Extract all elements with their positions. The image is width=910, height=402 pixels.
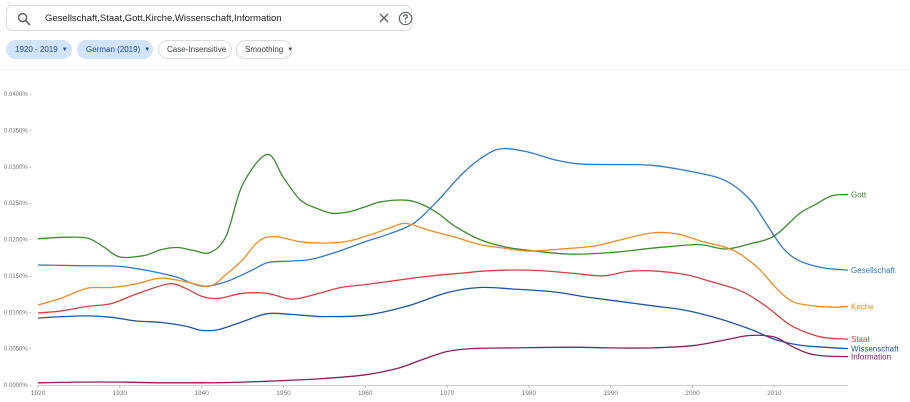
y-tick-label: 0.0050% -: [4, 347, 31, 353]
case-insensitive-label: Case-Insensitive: [167, 45, 227, 54]
x-tick-label: 1990: [603, 390, 618, 397]
x-tick-label: 1940: [194, 390, 209, 397]
smoothing-dropdown[interactable]: Smoothing ▼: [236, 40, 294, 59]
caret-down-icon: ▼: [61, 46, 68, 53]
year-range-dropdown[interactable]: 1920 - 2019 ▼: [6, 40, 72, 59]
x-axis: 1920 1930 1940 1950 1960 1970 1980 1990 2000 2010: [31, 385, 848, 397]
corpus-label: German (2019): [86, 45, 141, 54]
y-tick-label: 0.0300% -: [4, 165, 31, 171]
series-label-staat: Staat: [851, 335, 870, 344]
series-line-wissenschaft[interactable]: [37, 286, 849, 350]
corpus-dropdown[interactable]: German (2019) ▼: [77, 40, 153, 59]
help-circle-icon[interactable]: [398, 11, 413, 26]
y-tick-label: 0.0400% -: [4, 92, 31, 98]
caret-down-icon: ▼: [144, 46, 151, 53]
series-label-wissenschaft: Wissenschaft: [851, 345, 899, 354]
series-line-gott[interactable]: [37, 153, 849, 259]
y-tick-label: 0.0100% -: [4, 310, 31, 316]
x-tick-label: 1930: [113, 390, 128, 397]
x-tick-label: 1960: [358, 390, 373, 397]
y-axis: 0.0000% - 0.0050% - 0.0100% - 0.0150% - 0.02…: [4, 92, 31, 389]
series-label-gott: Gott: [851, 190, 867, 199]
search-icon: [17, 12, 31, 26]
year-range-label: 1920 - 2019: [15, 45, 58, 54]
x-tick-label: 1980: [522, 390, 537, 397]
series-label-information: Information: [851, 353, 891, 362]
y-tick-label: 0.0200% -: [4, 238, 31, 244]
y-tick-label: 0.0000% -: [4, 383, 31, 389]
close-icon[interactable]: [378, 12, 390, 24]
series-line-kirche[interactable]: [37, 222, 849, 308]
search-box[interactable]: [6, 5, 413, 31]
series-line-information[interactable]: [37, 334, 849, 384]
x-tick-label: 1920: [31, 390, 46, 397]
series-label-kirche: Kirche: [851, 302, 874, 311]
divider: [0, 69, 910, 70]
case-insensitive-toggle[interactable]: Case-Insensitive: [158, 40, 232, 59]
series-line-staat[interactable]: [37, 269, 849, 340]
search-input[interactable]: [45, 6, 355, 30]
x-tick-label: 2000: [685, 390, 700, 397]
y-tick-label: 0.0350% -: [4, 128, 31, 134]
series-lines: [37, 147, 849, 384]
x-tick-label: 1970: [440, 390, 455, 397]
smoothing-label: Smoothing: [245, 45, 284, 54]
y-tick-label: 0.0150% -: [4, 274, 31, 280]
ngram-chart: 0.0000% - 0.0050% - 0.0100% - 0.0150% - 0.02…: [4, 92, 899, 397]
x-tick-label: 2010: [767, 390, 782, 397]
caret-down-icon: ▼: [287, 46, 294, 53]
x-tick-label: 1950: [276, 390, 291, 397]
series-label-gesellschaft: Gesellschaft: [851, 266, 896, 275]
y-tick-label: 0.0250% -: [4, 201, 31, 207]
series-labels: Gott Gesellschaft Kirche StaatWissenschaftI…: [851, 190, 899, 361]
